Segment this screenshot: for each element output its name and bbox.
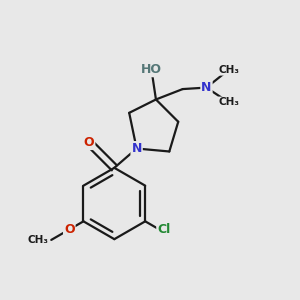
Text: O: O bbox=[84, 136, 94, 149]
Text: CH₃: CH₃ bbox=[218, 98, 239, 107]
Text: N: N bbox=[131, 142, 142, 155]
Text: CH₃: CH₃ bbox=[218, 65, 239, 75]
Text: CH₃: CH₃ bbox=[27, 235, 48, 245]
Text: Cl: Cl bbox=[157, 223, 170, 236]
Text: N: N bbox=[201, 81, 212, 94]
Text: O: O bbox=[64, 223, 75, 236]
Text: HO: HO bbox=[141, 63, 162, 76]
